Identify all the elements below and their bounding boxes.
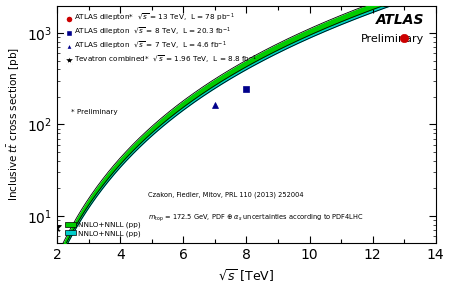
Text: $m_{\rm top}$ = 172.5 GeV, PDF $\oplus$ $\alpha_s$ uncertainties according to PD: $m_{\rm top}$ = 172.5 GeV, PDF $\oplus$ … [148, 213, 364, 224]
Legend: NNLO+NNLL (pp), NNLO+NNLL (pp): NNLO+NNLL (pp), NNLO+NNLL (pp) [65, 221, 142, 237]
X-axis label: $\sqrt{s}$ [TeV]: $\sqrt{s}$ [TeV] [218, 268, 274, 284]
Text: Preliminary: Preliminary [361, 34, 424, 44]
Text: * Preliminary: * Preliminary [71, 109, 117, 115]
Y-axis label: Inclusive $t\bar{t}$ cross section [pb]: Inclusive $t\bar{t}$ cross section [pb] [5, 48, 22, 201]
Text: Czakon, Fiedler, Mitov, PRL 110 (2013) 252004: Czakon, Fiedler, Mitov, PRL 110 (2013) 2… [148, 191, 304, 197]
Text: ATLAS: ATLAS [376, 13, 424, 27]
